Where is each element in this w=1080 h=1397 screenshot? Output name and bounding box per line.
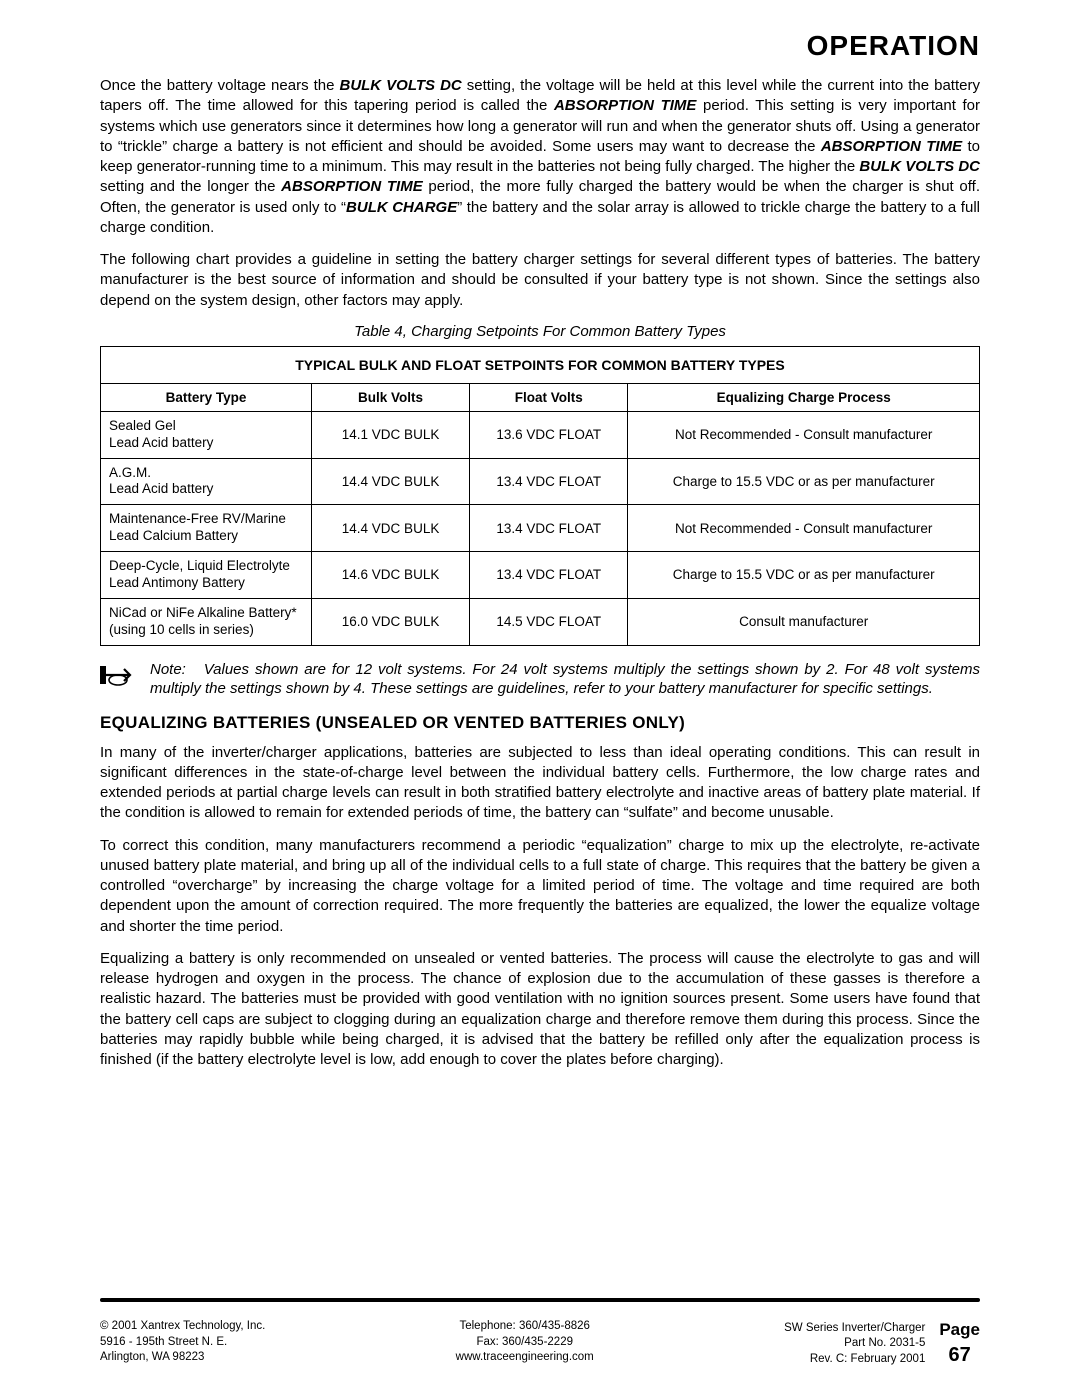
page-footer: © 2001 Xantrex Technology, Inc. 5916 - 1… xyxy=(100,1319,980,1369)
table-title-row: TYPICAL BULK AND FLOAT SETPOINTS FOR COM… xyxy=(101,346,980,383)
cell-bulk-volts: 14.1 VDC BULK xyxy=(311,411,469,458)
equalizing-para-3: Equalizing a battery is only recommended… xyxy=(100,949,980,1071)
equalizing-para-2: To correct this condition, many manufact… xyxy=(100,836,980,937)
text: Once the battery voltage nears the xyxy=(100,77,339,94)
intro-paragraph-2: The following chart provides a guideline… xyxy=(100,250,980,311)
cell-bulk-volts: 14.6 VDC BULK xyxy=(311,552,469,599)
cell-float-volts: 14.5 VDC FLOAT xyxy=(470,598,628,645)
page-title: OPERATION xyxy=(100,30,980,62)
col-equalizing: Equalizing Charge Process xyxy=(628,383,980,411)
cell-bulk-volts: 16.0 VDC BULK xyxy=(311,598,469,645)
table-row: Maintenance-Free RV/MarineLead Calcium B… xyxy=(101,505,980,552)
footer-right: SW Series Inverter/Charger Part No. 2031… xyxy=(784,1321,925,1368)
keyword-bulk-charge: BULK CHARGE xyxy=(346,199,457,216)
cell-battery-type: NiCad or NiFe Alkaline Battery*(using 10… xyxy=(101,598,312,645)
note-body: Values shown are for 12 volt systems. Fo… xyxy=(150,661,980,698)
cell-equalizing: Not Recommended - Consult manufacturer xyxy=(628,505,980,552)
cell-battery-type: Sealed GelLead Acid battery xyxy=(101,411,312,458)
cell-bulk-volts: 14.4 VDC BULK xyxy=(311,458,469,505)
table-row: Sealed GelLead Acid battery14.1 VDC BULK… xyxy=(101,411,980,458)
footer-left: © 2001 Xantrex Technology, Inc. 5916 - 1… xyxy=(100,1319,265,1366)
page-number-badge: Page 67 xyxy=(939,1319,980,1369)
cell-battery-type: Maintenance-Free RV/MarineLead Calcium B… xyxy=(101,505,312,552)
equalizing-para-1: In many of the inverter/charger applicat… xyxy=(100,743,980,824)
keyword-absorption-time: ABSORPTION TIME xyxy=(554,97,696,114)
table-title: TYPICAL BULK AND FLOAT SETPOINTS FOR COM… xyxy=(101,346,980,383)
cell-battery-type: Deep-Cycle, Liquid ElectrolyteLead Antim… xyxy=(101,552,312,599)
col-battery-type: Battery Type xyxy=(101,383,312,411)
table-row: Deep-Cycle, Liquid ElectrolyteLead Antim… xyxy=(101,552,980,599)
keyword-bulk-volts-dc: BULK VOLTS DC xyxy=(339,77,461,94)
table-caption: Table 4, Charging Setpoints For Common B… xyxy=(100,323,980,340)
table-header-row: Battery Type Bulk Volts Float Volts Equa… xyxy=(101,383,980,411)
keyword-bulk-volts-dc: BULK VOLTS DC xyxy=(859,158,980,175)
section-heading-equalizing: EQUALIZING BATTERIES (UNSEALED OR VENTED… xyxy=(100,713,980,733)
footer-rule xyxy=(100,1298,980,1302)
cell-bulk-volts: 14.4 VDC BULK xyxy=(311,505,469,552)
page-number: 67 xyxy=(939,1342,980,1369)
cell-float-volts: 13.4 VDC FLOAT xyxy=(470,458,628,505)
cell-float-volts: 13.6 VDC FLOAT xyxy=(470,411,628,458)
col-bulk-volts: Bulk Volts xyxy=(311,383,469,411)
cell-equalizing: Not Recommended - Consult manufacturer xyxy=(628,411,980,458)
cell-equalizing: Consult manufacturer xyxy=(628,598,980,645)
table-row: A.G.M.Lead Acid battery14.4 VDC BULK13.4… xyxy=(101,458,980,505)
note-block: Note: Values shown are for 12 volt syste… xyxy=(100,660,980,699)
setpoints-table: TYPICAL BULK AND FLOAT SETPOINTS FOR COM… xyxy=(100,346,980,646)
intro-paragraph-1: Once the battery voltage nears the BULK … xyxy=(100,76,980,238)
table-row: NiCad or NiFe Alkaline Battery*(using 10… xyxy=(101,598,980,645)
col-float-volts: Float Volts xyxy=(470,383,628,411)
keyword-absorption-time: ABSORPTION TIME xyxy=(281,178,423,195)
footer-center: Telephone: 360/435-8826 Fax: 360/435-222… xyxy=(456,1319,594,1366)
cell-equalizing: Charge to 15.5 VDC or as per manufacture… xyxy=(628,552,980,599)
keyword-absorption-time: ABSORPTION TIME xyxy=(821,138,962,155)
cell-float-volts: 13.4 VDC FLOAT xyxy=(470,552,628,599)
cell-battery-type: A.G.M.Lead Acid battery xyxy=(101,458,312,505)
note-text: Note: Values shown are for 12 volt syste… xyxy=(150,660,980,699)
cell-float-volts: 13.4 VDC FLOAT xyxy=(470,505,628,552)
note-label: Note: xyxy=(150,661,186,678)
page-label: Page xyxy=(939,1319,980,1342)
cell-equalizing: Charge to 15.5 VDC or as per manufacture… xyxy=(628,458,980,505)
note-pointer-icon xyxy=(100,662,140,693)
text: setting and the longer the xyxy=(100,178,281,195)
